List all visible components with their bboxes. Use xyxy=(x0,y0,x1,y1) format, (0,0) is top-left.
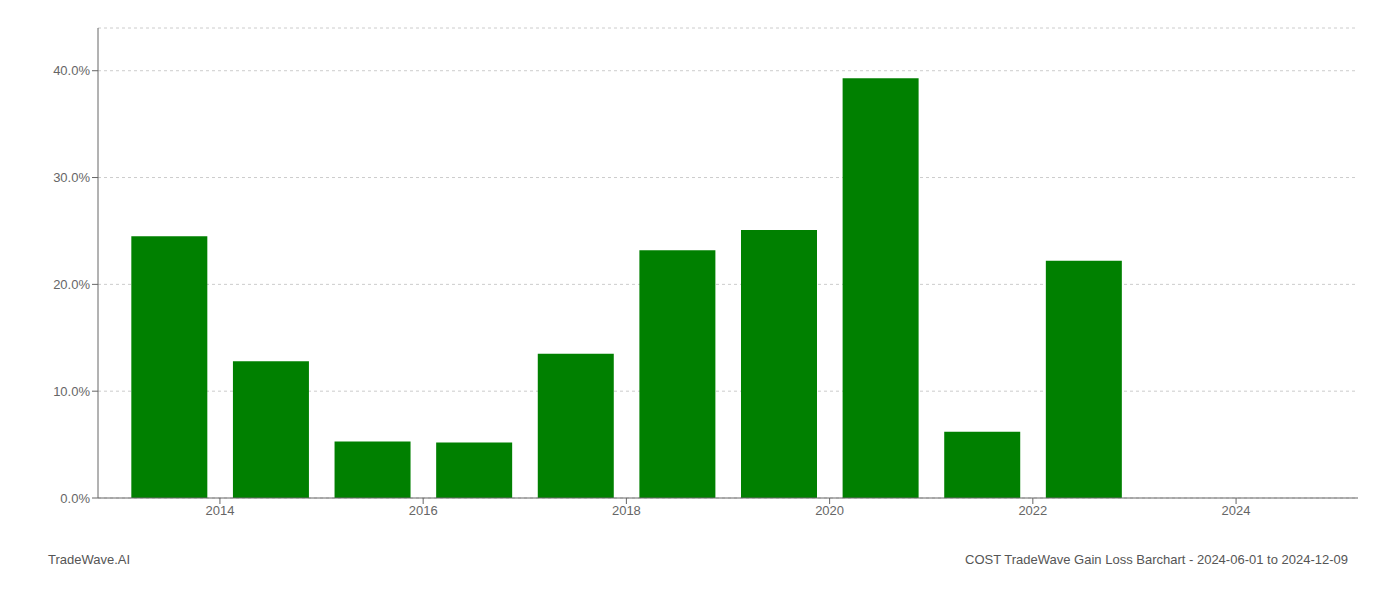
svg-text:2016: 2016 xyxy=(409,503,438,518)
html-text:COST TradeWave Gain Loss Barch: COST TradeWave Gain Loss Barchart - 2024… xyxy=(965,552,1348,567)
svg-text:0.0%: 0.0% xyxy=(60,491,90,506)
svg-text:10.0%: 10.0% xyxy=(53,384,90,399)
svg-text:20.0%: 20.0% xyxy=(53,277,90,292)
svg-text:30.0%: 30.0% xyxy=(53,170,90,185)
svg-text:2014: 2014 xyxy=(205,503,234,518)
svg-text:2022: 2022 xyxy=(1018,503,1047,518)
svg-text:2020: 2020 xyxy=(815,503,844,518)
svg-text:2018: 2018 xyxy=(612,503,641,518)
svg-text:40.0%: 40.0% xyxy=(53,63,90,78)
html-text:TradeWave.AI: TradeWave.AI xyxy=(48,552,131,567)
svg-text:2024: 2024 xyxy=(1222,503,1251,518)
